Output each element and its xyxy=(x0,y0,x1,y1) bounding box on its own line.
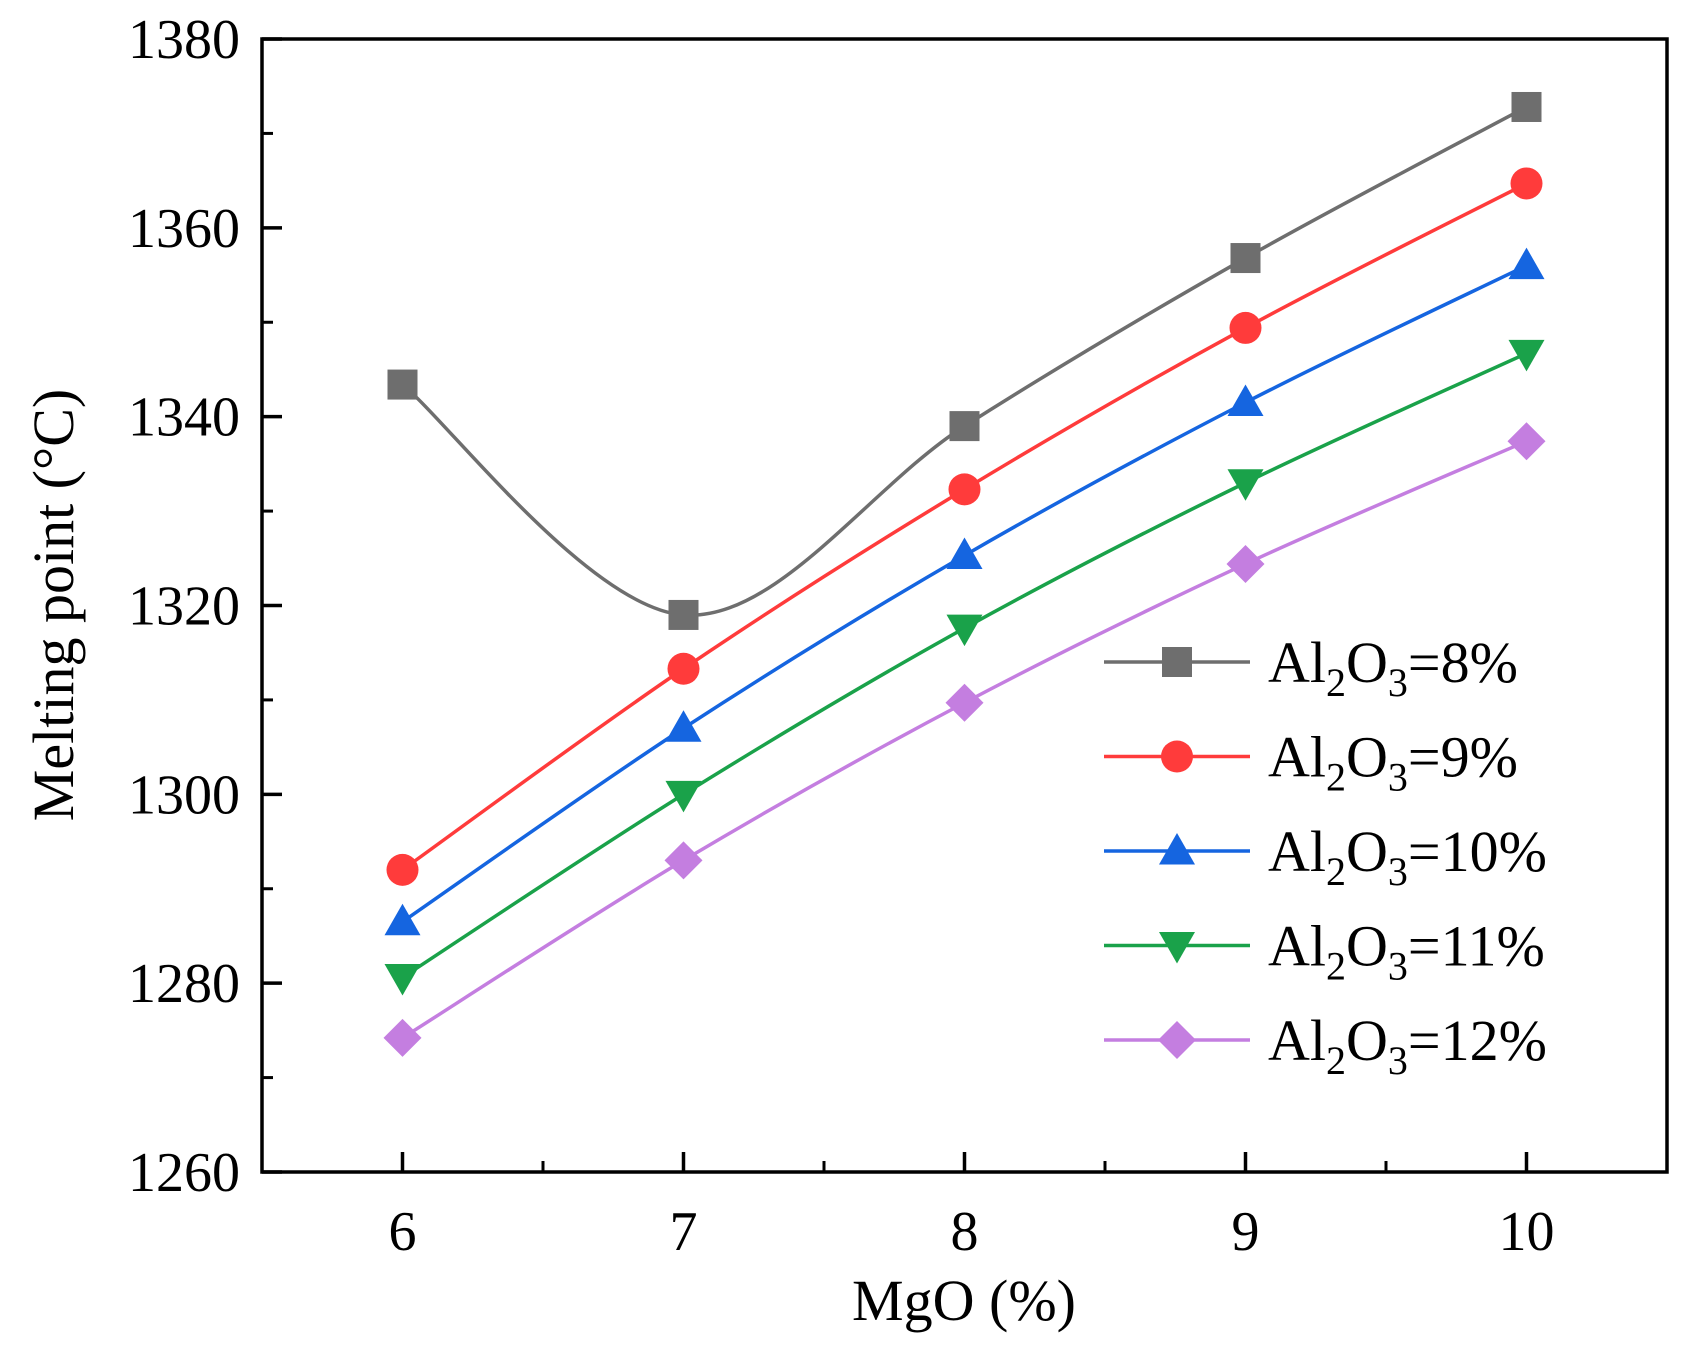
y-tick-label: 1340 xyxy=(128,387,240,449)
legend-label: Al2O3=11% xyxy=(1268,914,1545,989)
legend-label-part: Al xyxy=(1268,819,1326,884)
legend-label: Al2O3=8% xyxy=(1268,630,1518,705)
legend: Al2O3=8%Al2O3=9%Al2O3=10%Al2O3=11%Al2O3=… xyxy=(1104,630,1547,1083)
legend-label-part: Al xyxy=(1268,914,1326,979)
data-point xyxy=(1227,384,1264,417)
legend-marker xyxy=(1161,740,1193,773)
data-point xyxy=(387,369,418,400)
legend-label-part: 3 xyxy=(1388,755,1408,800)
x-tick-label: 7 xyxy=(670,1201,698,1263)
legend-label-part: 2 xyxy=(1326,849,1346,894)
legend-label-part: O xyxy=(1346,725,1388,790)
data-point xyxy=(945,683,984,722)
y-tick-label: 1300 xyxy=(128,764,240,826)
legend-label-part: O xyxy=(1346,914,1388,979)
x-tick-label: 6 xyxy=(389,1201,417,1263)
legend-label-part: O xyxy=(1346,630,1388,695)
legend-marker xyxy=(1159,833,1195,865)
data-point xyxy=(667,652,700,685)
y-axis-title: Melting point (°C) xyxy=(21,389,86,821)
legend-marker xyxy=(1162,647,1192,677)
x-axis-title: MgO (%) xyxy=(852,1268,1076,1333)
legend-label-part: 2 xyxy=(1326,944,1346,989)
axis-ticks: 6 7 8 9 10 1260 1280 1300 1320 1340 1360 1380 xyxy=(128,9,1555,1263)
x-tick-label: 9 xyxy=(1232,1201,1260,1263)
data-point xyxy=(948,473,981,506)
legend-label-part: =12% xyxy=(1408,1008,1547,1073)
legend-label-part: =10% xyxy=(1408,819,1547,884)
legend-label-part: 3 xyxy=(1388,1038,1408,1083)
legend-label-part: 2 xyxy=(1326,755,1346,800)
data-point xyxy=(386,853,419,886)
data-point xyxy=(949,411,980,442)
y-tick-label: 1320 xyxy=(128,576,240,638)
data-point xyxy=(664,841,703,880)
data-point xyxy=(1507,422,1546,461)
data-point xyxy=(1226,544,1265,583)
data-point xyxy=(1508,247,1545,280)
legend-label-part: O xyxy=(1346,819,1388,884)
y-tick-label: 1280 xyxy=(128,953,240,1015)
data-point xyxy=(383,1018,422,1057)
legend-marker xyxy=(1158,1021,1196,1059)
y-tick-label: 1260 xyxy=(128,1142,240,1204)
data-point xyxy=(1510,167,1543,200)
series-layer xyxy=(383,91,1546,1057)
legend-label: Al2O3=10% xyxy=(1268,819,1547,894)
data-point xyxy=(1229,311,1262,344)
legend-label-part: Al xyxy=(1268,725,1326,790)
y-tick-label: 1380 xyxy=(128,9,240,71)
data-point xyxy=(1508,339,1545,372)
x-tick-label: 10 xyxy=(1499,1201,1555,1263)
plot-frame xyxy=(260,37,1669,1174)
data-point xyxy=(946,537,983,569)
legend-label: Al2O3=12% xyxy=(1268,1008,1547,1083)
data-point xyxy=(1227,469,1264,501)
data-point xyxy=(384,903,421,936)
legend-label: Al2O3=9% xyxy=(1268,725,1518,800)
legend-label-part: O xyxy=(1346,1008,1388,1073)
legend-label-part: =11% xyxy=(1408,914,1545,979)
y-tick-label: 1360 xyxy=(128,198,240,260)
data-point xyxy=(1511,91,1542,122)
legend-label-part: Al xyxy=(1268,1008,1326,1073)
legend-label-part: 3 xyxy=(1388,660,1408,705)
legend-label-part: =9% xyxy=(1408,725,1518,790)
data-point xyxy=(668,599,699,630)
legend-label-part: 3 xyxy=(1388,849,1408,894)
x-tick-label: 8 xyxy=(951,1201,979,1263)
data-point xyxy=(1230,243,1261,274)
data-point xyxy=(665,780,702,813)
legend-label-part: Al xyxy=(1268,630,1326,695)
legend-label-part: 2 xyxy=(1326,660,1346,705)
legend-marker xyxy=(1159,932,1195,964)
data-point xyxy=(946,614,983,647)
legend-label-part: 2 xyxy=(1326,1038,1346,1083)
legend-label-part: 3 xyxy=(1388,944,1408,989)
legend-label-part: =8% xyxy=(1408,630,1518,695)
data-point xyxy=(384,964,421,996)
data-point xyxy=(665,710,702,742)
